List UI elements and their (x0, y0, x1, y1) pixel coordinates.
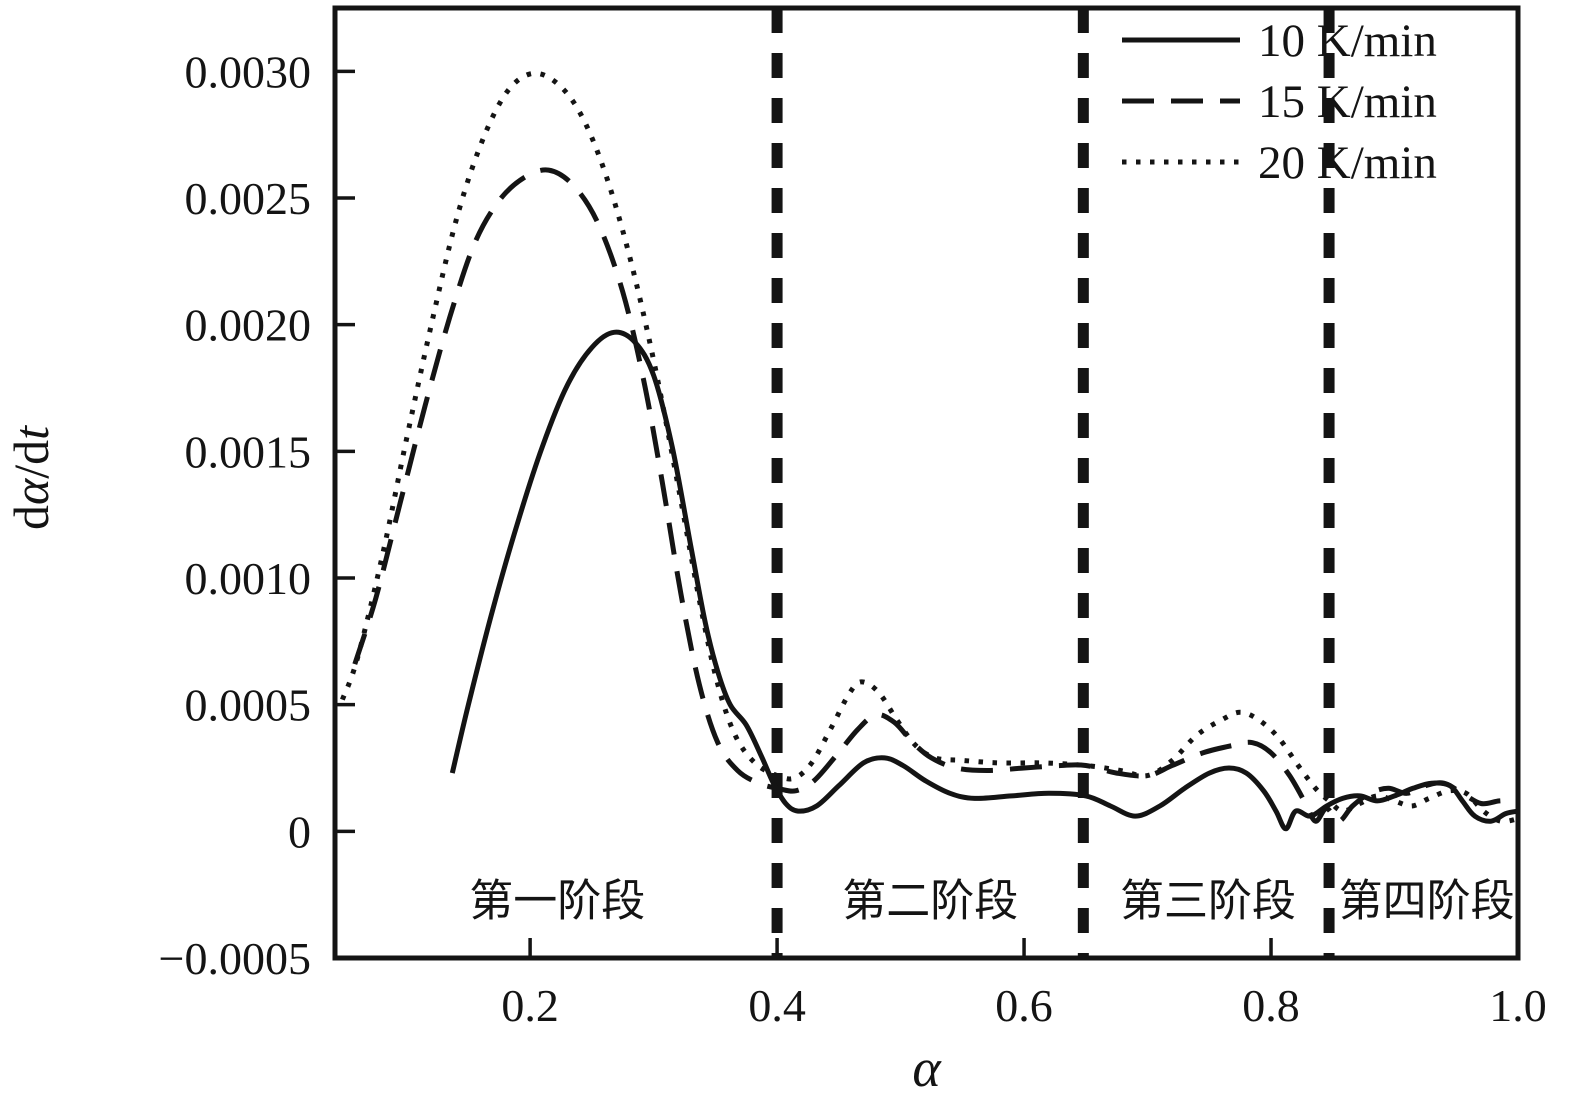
x-tick-label: 0.4 (748, 980, 806, 1031)
y-tick-label: 0.0020 (185, 300, 312, 351)
y-axis-label-part: α (3, 477, 59, 505)
y-tick-label: 0.0030 (185, 46, 312, 97)
stage-label: 第一阶段 (469, 877, 645, 926)
stage-label: 第二阶段 (842, 877, 1018, 926)
y-tick-label: 0 (288, 806, 311, 857)
plot-border (332, 5, 1521, 961)
y-tick-label: 0.0005 (185, 680, 312, 731)
x-tick-label: 0.6 (995, 980, 1053, 1031)
y-axis-label-part: /d (3, 440, 59, 479)
y-tick-label: 0.0010 (185, 553, 312, 604)
legend-label: 15 K/min (1258, 76, 1437, 128)
legend-label: 10 K/min (1258, 15, 1437, 67)
y-tick-label: 0.0015 (185, 426, 312, 477)
x-tick-label: 0.2 (501, 980, 559, 1031)
y-axis-label: dα/dt (3, 425, 59, 530)
x-axis-label: α (912, 1038, 942, 1098)
x-tick-label: 1.0 (1489, 980, 1547, 1031)
series-15kmin-line (352, 167, 1519, 824)
y-tick-label: −0.0005 (159, 933, 311, 984)
legend-label: 20 K/min (1258, 137, 1437, 189)
series-20kmin-line (340, 70, 1519, 824)
stage-label: 第四阶段 (1339, 877, 1515, 926)
y-axis-label-part: d (3, 505, 59, 530)
x-tick-label: 0.8 (1242, 980, 1300, 1031)
y-axis-label-part: t (3, 425, 59, 440)
stage-label: 第三阶段 (1120, 877, 1296, 926)
y-tick-label: 0.0025 (185, 173, 312, 224)
series-10kmin-line (449, 329, 1519, 832)
